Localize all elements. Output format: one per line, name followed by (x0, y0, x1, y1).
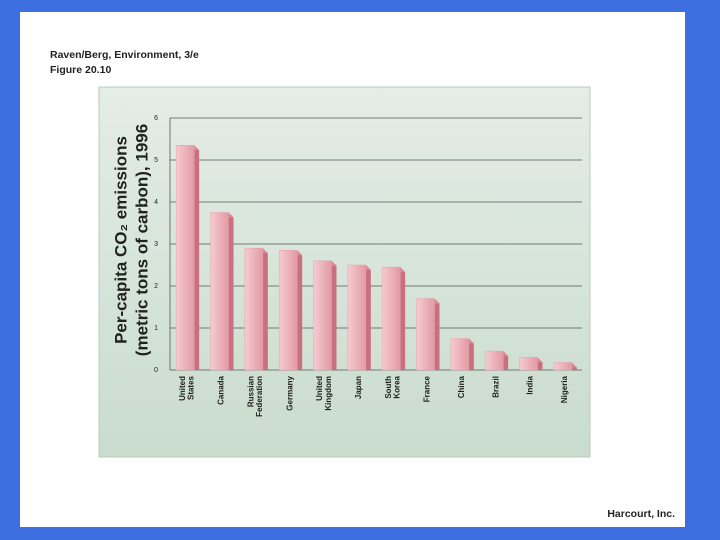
header-line: Raven/Berg, Environment, 3/e (50, 49, 199, 61)
x-tick-label: Russian Federation (247, 376, 265, 419)
bar-side (262, 248, 268, 370)
y-axis-label: (metric tons of carbon), 1996 (132, 124, 151, 356)
y-tick-label: 1 (154, 325, 158, 332)
bar (313, 260, 332, 371)
y-tick-label: 2 (154, 283, 158, 290)
bar (553, 362, 573, 371)
bar (416, 298, 435, 371)
bar-side (468, 338, 474, 370)
bar-side (331, 260, 337, 370)
bar (244, 247, 264, 371)
bar (175, 145, 195, 371)
y-tick-label: 5 (154, 157, 158, 164)
bar-side (365, 265, 371, 370)
x-tick-label: France (423, 375, 432, 402)
x-tick-label: Germany (285, 375, 294, 410)
bar-side (400, 267, 406, 370)
x-tick-label: China (457, 375, 466, 398)
header-line: Figure 20.10 (50, 64, 111, 76)
x-tick-label: Brazil (491, 376, 500, 398)
bar (210, 212, 229, 371)
bar (347, 264, 367, 371)
bar (381, 266, 401, 371)
bar (450, 338, 470, 371)
x-tick-label: Canada (217, 375, 226, 404)
bar-side (434, 298, 440, 370)
bar (484, 350, 504, 371)
chart-panel (98, 86, 591, 458)
bar-side (297, 250, 303, 370)
bar-side (228, 212, 234, 370)
x-tick-label: United States (178, 375, 196, 402)
y-tick-label: 4 (154, 199, 158, 206)
x-tick-label: Japan (354, 376, 363, 399)
bar (519, 357, 538, 371)
x-tick-label: India (526, 375, 535, 394)
y-tick-label: 0 (154, 367, 158, 374)
x-tick-label: South Korea (384, 375, 402, 400)
bar (278, 250, 298, 371)
x-tick-label: United Kingdom (315, 376, 333, 413)
x-tick-label: Nigeria (560, 375, 569, 403)
bar-side (194, 145, 200, 370)
y-tick-label: 3 (154, 241, 158, 248)
y-tick-label: 6 (154, 115, 158, 122)
credit: Harcourt, Inc. (607, 508, 675, 520)
y-axis-label: Per-capita CO₂ emissions (111, 136, 130, 344)
